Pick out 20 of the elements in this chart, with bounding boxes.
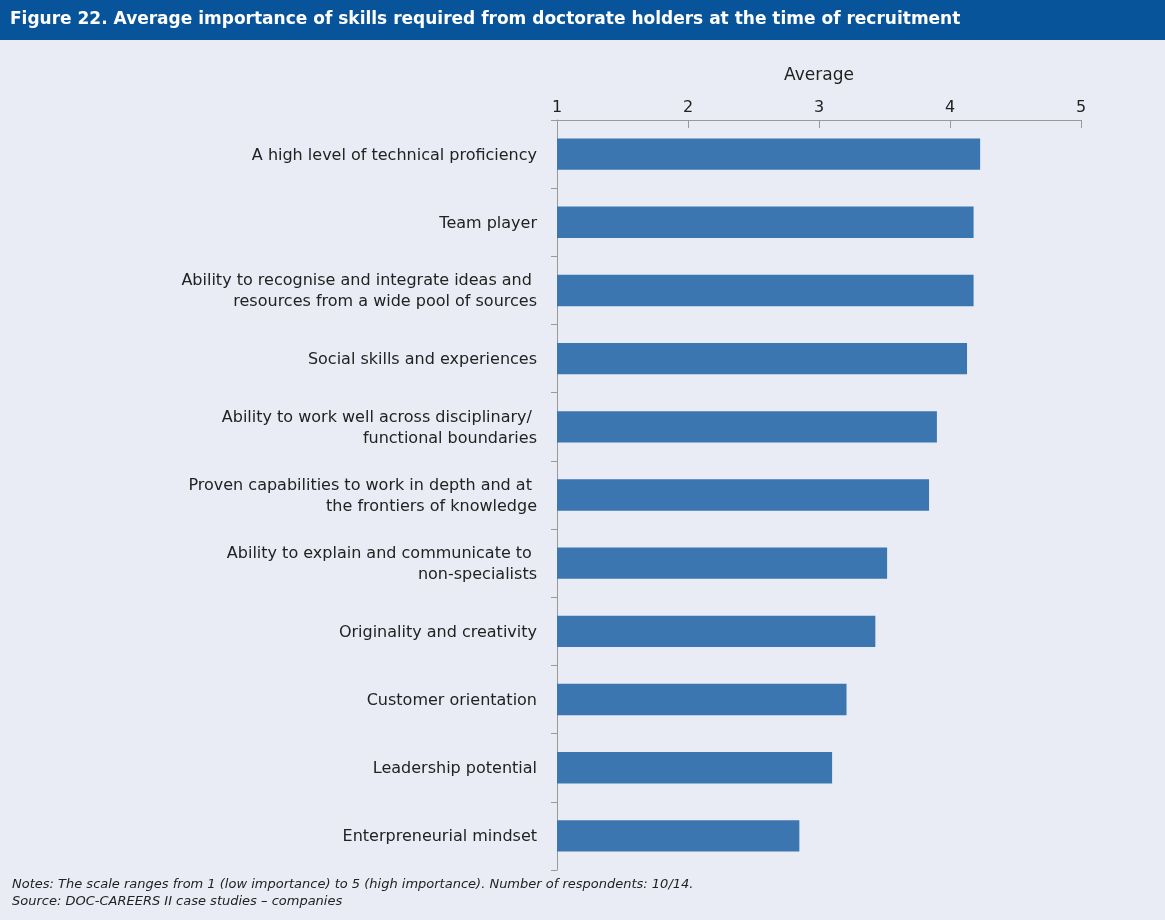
x-tick-label: 4 [944, 96, 956, 116]
text: Notes: The scale ranges from 1 (low importance) to 5 (high importance). Number of respondents: 10/14. [12, 875, 695, 892]
y-tick-label: Ability to work well across disciplinary/ functional boundaries [221, 406, 537, 447]
x-tick-label: 3 [813, 96, 825, 116]
y-tick-label: Proven capabilities to work in depth and at the frontiers of knowledge [188, 475, 537, 515]
x-tick-label: 2 [682, 96, 694, 116]
y-tick-label: Ability to recognise and integrate ideas and resources from a wide pool of sources [181, 270, 537, 311]
x-tick-label: 5 [1075, 96, 1087, 116]
y-tick-label: Originality and creativity [338, 621, 537, 641]
y-tick-label: Ability to explain and communicate to non-specialists [226, 543, 537, 584]
y-tick-label: Enterpreneurial mindset [342, 826, 537, 846]
y-tick-label: Team player [438, 212, 538, 232]
y-tick-label: Leadership potential [372, 758, 537, 778]
y-tick-label: Customer orientation [366, 690, 537, 710]
source-note: Source: DOC-CAREERS II case studies – companies [12, 892, 344, 909]
chart-title: Figure 22. Average importance of skills required from doctorate holders at the time of recruitment [0, 0, 1165, 40]
x-axis-title: Average [784, 63, 854, 84]
x-tick-label: 1 [551, 96, 563, 116]
y-tick-label: A high level of technical proficiency [251, 144, 537, 164]
y-tick-label: Social skills and experiences [307, 349, 537, 369]
